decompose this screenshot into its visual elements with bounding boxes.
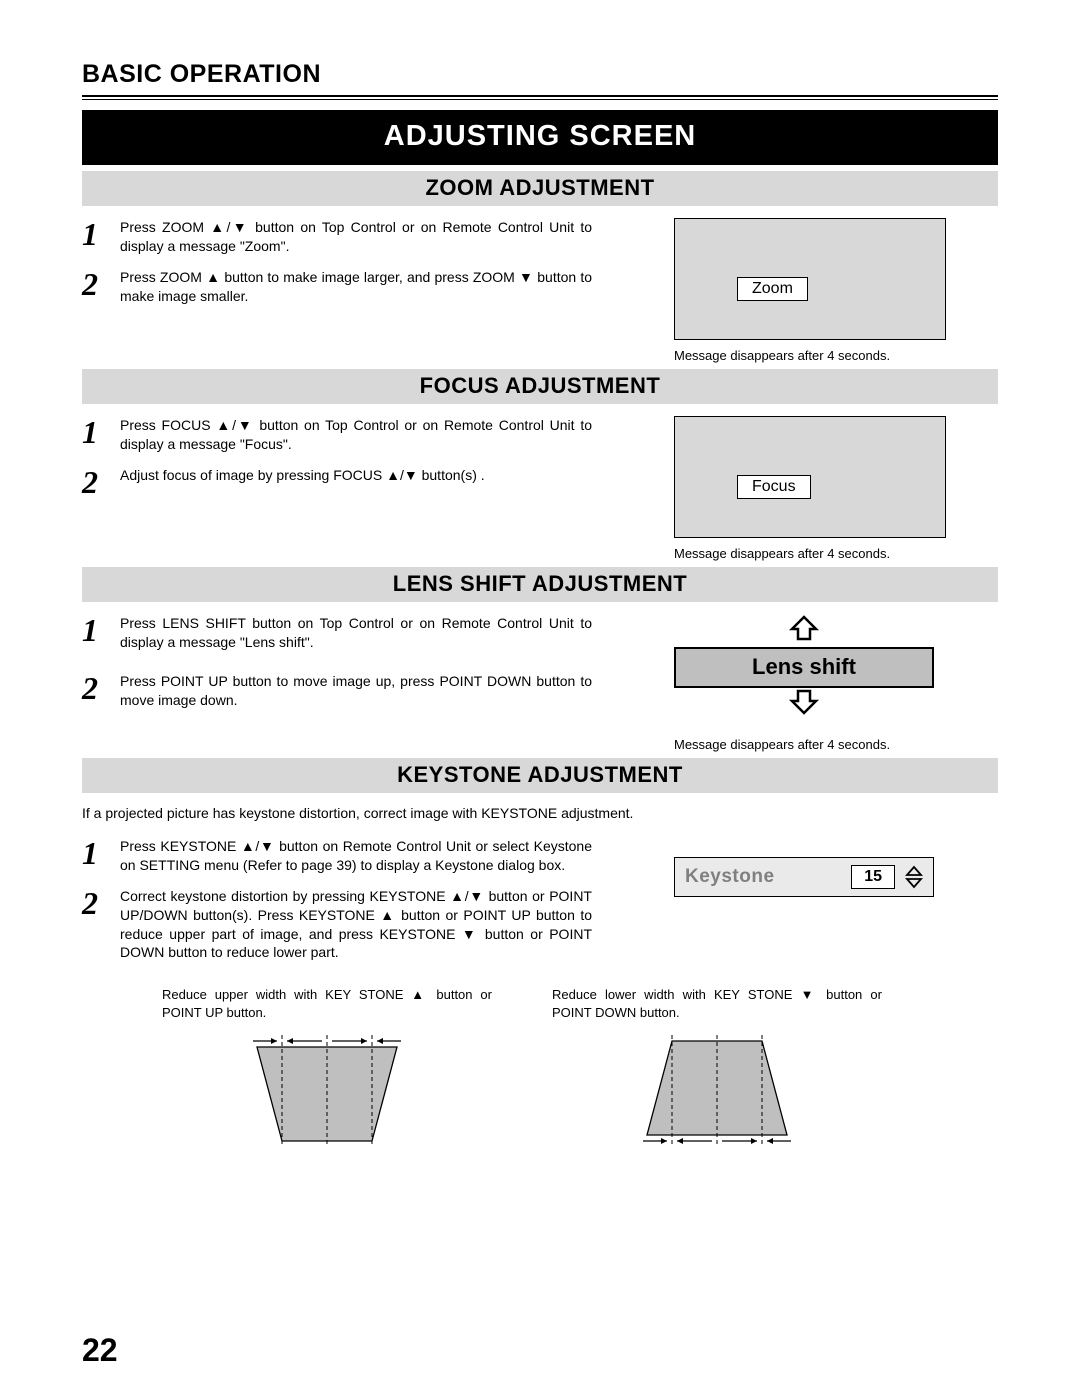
zoom-screen: Zoom — [674, 218, 946, 340]
lens-step-2: 2 Press POINT UP button to move image up… — [82, 672, 592, 710]
keystone-intro: If a projected picture has keystone dist… — [82, 805, 998, 821]
step-number: 2 — [82, 268, 120, 306]
page-header: BASIC OPERATION — [82, 60, 998, 89]
lens-heading: LENS SHIFT ADJUSTMENT — [82, 567, 998, 602]
arrow-up-icon — [787, 614, 821, 642]
step-number: 2 — [82, 466, 120, 498]
keystone-step-1: 1 Press KEYSTONE ▲/▼ button on Remote Co… — [82, 837, 592, 875]
focus-caption: Message disappears after 4 seconds. — [674, 546, 998, 561]
header-rule — [82, 95, 998, 100]
up-down-icon — [905, 865, 923, 889]
trapezoid-diagrams: Reduce upper width with KEY STONE ▲ butt… — [162, 986, 998, 1154]
keystone-heading: KEYSTONE ADJUSTMENT — [82, 758, 998, 793]
trapezoid-upper-icon — [227, 1029, 427, 1149]
trap-left-caption: Reduce upper width with KEY STONE ▲ butt… — [162, 986, 492, 1021]
lens-shift-diagram: Lens shift — [674, 614, 934, 721]
focus-step-1: 1 Press FOCUS ▲/▼ button on Top Control … — [82, 416, 592, 454]
arrow-down-icon — [787, 688, 821, 716]
zoom-caption: Message disappears after 4 seconds. — [674, 348, 998, 363]
keystone-box-value: 15 — [851, 865, 895, 889]
keystone-box: Keystone 15 — [674, 857, 934, 897]
step-number: 1 — [82, 416, 120, 454]
focus-screen-label: Focus — [737, 475, 811, 499]
lens-step-1: 1 Press LENS SHIFT button on Top Control… — [82, 614, 592, 652]
zoom-heading: ZOOM ADJUSTMENT — [82, 171, 998, 206]
step-number: 1 — [82, 218, 120, 256]
step-text: Press ZOOM ▲/▼ button on Top Control or … — [120, 218, 592, 256]
step-number: 1 — [82, 837, 120, 875]
title-bar: ADJUSTING SCREEN — [82, 110, 998, 165]
focus-step-2: 2 Adjust focus of image by pressing FOCU… — [82, 466, 592, 498]
step-text: Press POINT UP button to move image up, … — [120, 672, 592, 710]
step-text: Press KEYSTONE ▲/▼ button on Remote Cont… — [120, 837, 592, 875]
step-text: Correct keystone distortion by pressing … — [120, 887, 592, 963]
zoom-screen-label: Zoom — [737, 277, 808, 301]
focus-heading: FOCUS ADJUSTMENT — [82, 369, 998, 404]
step-number: 2 — [82, 887, 120, 963]
keystone-step-2: 2 Correct keystone distortion by pressin… — [82, 887, 592, 963]
zoom-step-1: 1 Press ZOOM ▲/▼ button on Top Control o… — [82, 218, 592, 256]
keystone-section: KEYSTONE ADJUSTMENT If a projected pictu… — [82, 758, 998, 1154]
step-number: 1 — [82, 614, 120, 652]
focus-screen: Focus — [674, 416, 946, 538]
lens-box-label: Lens shift — [674, 647, 934, 688]
zoom-section: ZOOM ADJUSTMENT 1 Press ZOOM ▲/▼ button … — [82, 171, 998, 363]
step-text: Press LENS SHIFT button on Top Control o… — [120, 614, 592, 652]
page-number: 22 — [82, 1332, 118, 1369]
step-text: Press FOCUS ▲/▼ button on Top Control or… — [120, 416, 592, 454]
lens-section: LENS SHIFT ADJUSTMENT 1 Press LENS SHIFT… — [82, 567, 998, 752]
step-number: 2 — [82, 672, 120, 710]
trap-right-caption: Reduce lower width with KEY STONE ▼ butt… — [552, 986, 882, 1021]
trapezoid-lower-icon — [617, 1029, 817, 1149]
keystone-box-label: Keystone — [685, 866, 775, 888]
step-text: Press ZOOM ▲ button to make image larger… — [120, 268, 592, 306]
lens-caption: Message disappears after 4 seconds. — [674, 737, 998, 752]
focus-section: FOCUS ADJUSTMENT 1 Press FOCUS ▲/▼ butto… — [82, 369, 998, 561]
zoom-step-2: 2 Press ZOOM ▲ button to make image larg… — [82, 268, 592, 306]
step-text: Adjust focus of image by pressing FOCUS … — [120, 466, 592, 498]
